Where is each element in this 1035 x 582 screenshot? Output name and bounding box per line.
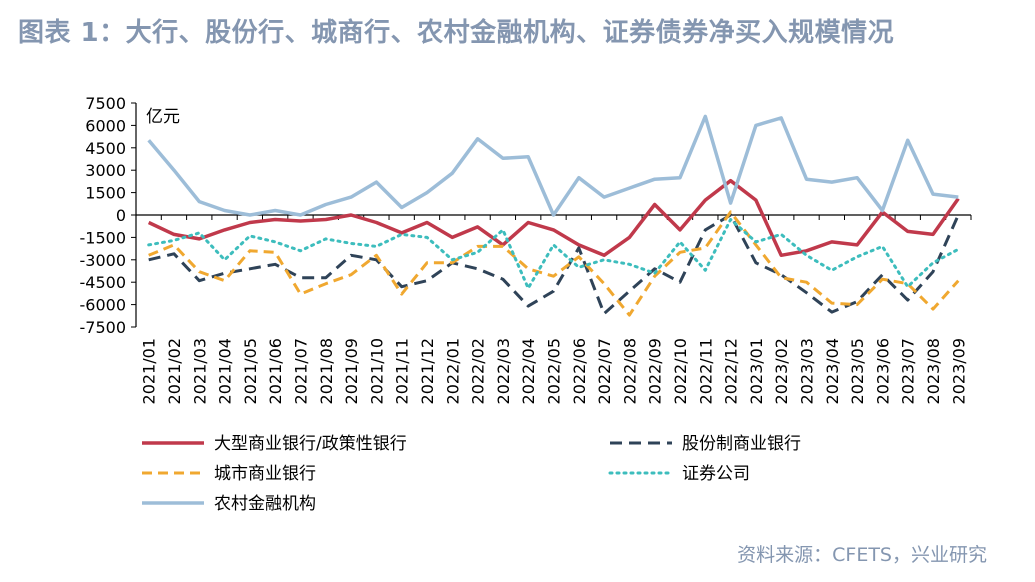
x-tick-label: 2022/02: [469, 338, 488, 404]
x-tick-label: 2023/02: [772, 338, 791, 404]
series-line-2: [148, 213, 960, 316]
x-tick-label: 2022/05: [545, 338, 564, 404]
x-tick-label: 2021/07: [291, 338, 310, 404]
x-tick-label: 2023/01: [747, 338, 766, 404]
series-line-3: [148, 210, 960, 317]
x-tick-label: 2021/09: [342, 338, 361, 404]
x-tick-label: 2021/10: [367, 338, 386, 404]
x-tick-label: 2021/12: [418, 338, 437, 404]
y-tick-label: 4500: [85, 139, 126, 158]
series-line-5: [147, 114, 959, 217]
x-tick-label: 2023/06: [873, 338, 892, 404]
y-tick-label: -3000: [80, 251, 127, 270]
x-tick-label: 2021/03: [190, 338, 209, 404]
x-tick-label: 2022/07: [595, 338, 614, 404]
legend-label-3: 城市商业银行: [214, 464, 316, 484]
unit-label: 亿元: [146, 107, 180, 127]
x-tick-label: 2022/01: [443, 338, 462, 404]
y-tick-label: -1500: [80, 228, 127, 247]
source-note: 资料来源：CFETS，兴业研究: [737, 544, 987, 566]
legend-label-5: 农村金融机构: [214, 494, 316, 514]
y-tick-label: 7500: [85, 94, 126, 113]
x-tick-label: 2022/09: [646, 338, 665, 404]
x-tick-label: 2021/01: [140, 338, 159, 404]
x-tick-label: 2022/08: [620, 338, 639, 404]
x-tick-label: 2022/12: [722, 338, 741, 404]
y-tick-label: 1500: [85, 184, 126, 203]
series-line-4: [147, 218, 960, 290]
x-tick-label: 2023/09: [949, 338, 968, 404]
x-tick-label: 2023/08: [924, 338, 943, 404]
x-tick-label: 2023/04: [823, 338, 842, 404]
y-tick-label: 0: [116, 206, 126, 225]
series-lines: [147, 114, 960, 317]
x-tick-label: 2021/05: [241, 338, 260, 404]
x-tick-label: 2023/07: [899, 338, 918, 404]
legend-label-4: 证券公司: [682, 464, 750, 484]
axes: 7500 6000 4500 3000 1500 0 -1500 -3000 -4500 -600…: [80, 94, 972, 404]
x-tick-label: 2021/06: [266, 338, 285, 404]
x-tick-label: 2022/04: [519, 338, 538, 404]
legend-label-2: 股份制商业银行: [682, 434, 801, 454]
legend-label-1: 大型商业银行/政策性银行: [214, 434, 407, 454]
x-tick-label: 2022/03: [494, 338, 513, 404]
x-tick-label: 2021/04: [216, 338, 235, 404]
series-line-1: [147, 178, 960, 258]
x-tick-label: 2022/06: [570, 338, 589, 404]
x-tick-label: 2022/10: [671, 338, 690, 404]
x-tick-label: 2022/11: [696, 338, 715, 404]
x-tick-label: 2021/02: [165, 338, 184, 404]
x-tick-label: 2023/03: [798, 338, 817, 404]
x-tick-label: 2021/08: [317, 338, 336, 404]
chart-title: 图表 1：大行、股份行、城商行、农村金融机构、证券债券净买入规模情况: [18, 18, 895, 48]
x-tick-label: 2021/11: [393, 338, 412, 404]
y-tick-label: -6000: [80, 296, 127, 315]
x-tick-label: 2023/05: [848, 338, 867, 404]
y-tick-label: -7500: [80, 318, 127, 337]
y-tick-label: -4500: [80, 273, 127, 292]
y-tick-label: 3000: [85, 161, 126, 180]
y-tick-label: 6000: [85, 116, 126, 135]
